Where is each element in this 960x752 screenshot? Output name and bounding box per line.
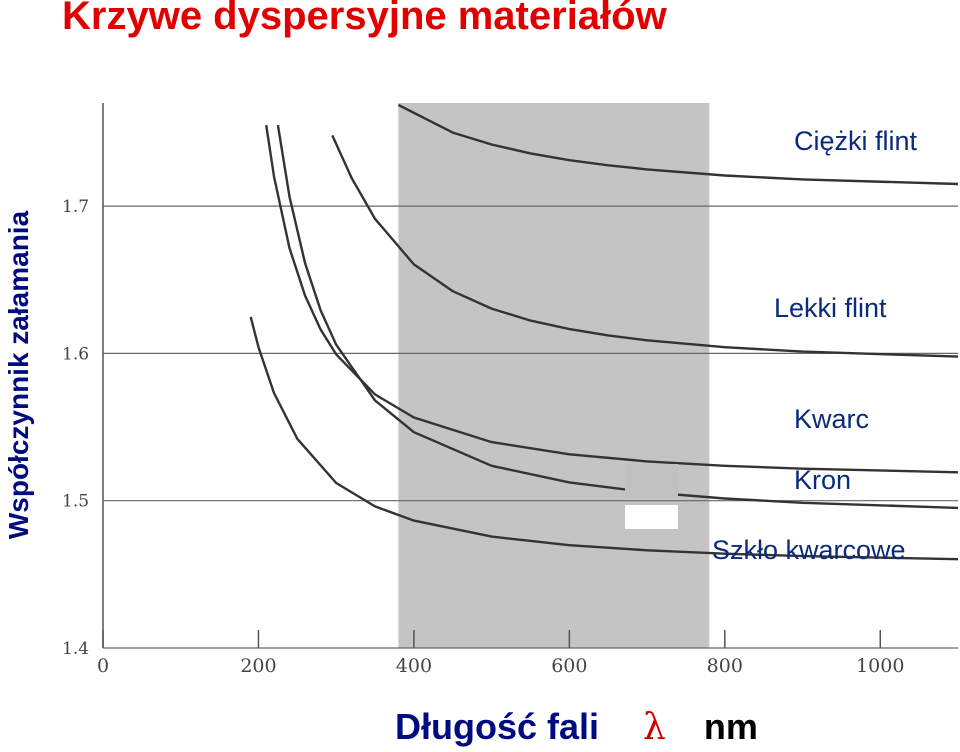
series-label-light-flint: Lekki flint (774, 293, 887, 323)
label-background-patch (625, 505, 678, 529)
x-axis-label-text: Długość fali (395, 706, 600, 747)
series-line-crown (276, 124, 958, 510)
series-line-light-flint (331, 134, 958, 358)
series-line-heavy-flint (397, 103, 958, 186)
lambda-symbol: λ (643, 707, 666, 748)
series-label-heavy-flint: Ciężki flint (794, 126, 918, 156)
x-tick-label: 0 (97, 655, 109, 677)
x-axis-unit: nm (703, 706, 758, 747)
x-tick-label: 800 (707, 655, 743, 677)
visible-band (398, 103, 710, 648)
series-label-quartz: Kwarc (794, 404, 870, 434)
x-tick-label: 400 (396, 655, 432, 677)
y-tick-label: 1.7 (62, 197, 89, 217)
x-tick-label: 200 (240, 655, 276, 677)
x-axis-label: Długość fali λ nm (395, 706, 758, 748)
chart-title: Krzywe dyspersyjne materiałów (62, 0, 667, 38)
x-tick-label: 600 (551, 655, 587, 677)
y-tick-label: 1.5 (62, 492, 89, 512)
label-background-patch (625, 464, 678, 498)
series-line-fused-silica (249, 316, 958, 561)
x-tick-label: 1000 (856, 655, 904, 677)
y-tick-label: 1.4 (62, 639, 89, 659)
series-label-crown: Kron (794, 465, 852, 495)
series-label-fused-silica: Szkło kwarcowe (712, 535, 906, 565)
series-line-quartz (265, 124, 958, 474)
y-tick-label: 1.6 (62, 344, 89, 364)
